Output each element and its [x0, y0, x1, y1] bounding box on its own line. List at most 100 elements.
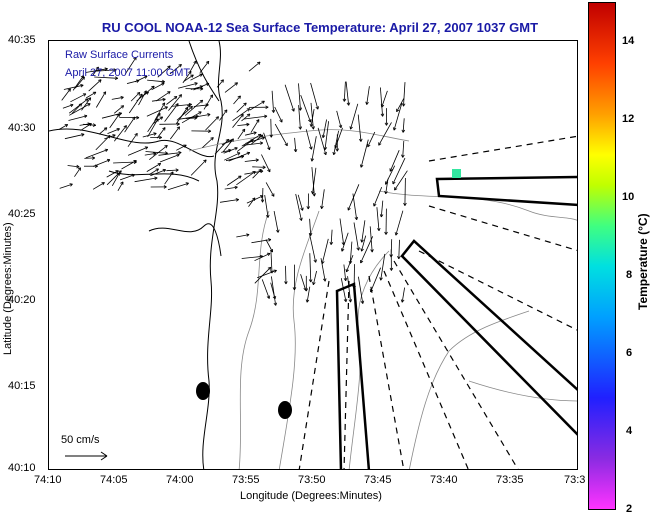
current-vector	[111, 172, 121, 186]
current-vector	[339, 218, 345, 245]
current-vector	[361, 220, 366, 243]
current-vector-head	[404, 202, 407, 206]
current-vector	[159, 154, 180, 163]
current-vector	[245, 132, 257, 136]
current-vector-head	[87, 122, 91, 124]
current-vector-head	[194, 82, 198, 86]
current-vector-head	[361, 239, 364, 243]
colorbar-tick: 10	[622, 191, 635, 203]
current-vector-head	[306, 299, 310, 303]
current-vector-head	[260, 169, 262, 173]
current-vector-head	[98, 79, 102, 81]
current-vector-head	[347, 208, 351, 211]
current-vector	[237, 123, 250, 126]
current-vector-head	[175, 96, 178, 100]
current-vector-head	[243, 102, 247, 105]
current-vector	[81, 97, 92, 111]
current-vector	[79, 123, 91, 126]
current-vector-head	[94, 165, 98, 169]
current-vector-head	[253, 132, 257, 135]
current-vector	[146, 106, 168, 117]
current-vector-head	[153, 132, 157, 134]
current-vector	[347, 276, 351, 303]
current-vector	[270, 118, 272, 138]
current-vector	[322, 119, 327, 138]
current-vector	[306, 286, 311, 303]
current-vector	[128, 93, 143, 114]
current-vector-head	[239, 95, 241, 99]
current-vector	[176, 144, 187, 151]
current-vector	[224, 152, 241, 161]
map-plot-area[interactable]: Raw Surface Currents April 27, 2007 11:0…	[48, 40, 578, 470]
current-vector-head	[67, 88, 71, 91]
current-vector	[236, 171, 256, 186]
current-vector	[168, 94, 182, 111]
current-vector-head	[315, 259, 317, 263]
current-vector	[249, 100, 265, 111]
current-vector-head	[125, 125, 127, 129]
current-vector	[261, 279, 270, 299]
current-vector-head	[120, 96, 124, 100]
current-vector	[265, 182, 275, 197]
current-vector-head	[385, 191, 388, 195]
ytick-label: 40:35	[8, 34, 36, 46]
current-vector-head	[104, 67, 108, 70]
current-vector	[295, 193, 302, 221]
current-vector-head	[161, 102, 165, 105]
current-vector-head	[391, 267, 394, 271]
current-vector-head	[265, 214, 269, 218]
current-vector-head	[360, 239, 363, 243]
current-vector-head	[205, 104, 209, 107]
current-vector-head	[175, 168, 179, 171]
current-vector	[336, 110, 342, 128]
current-vector	[94, 76, 118, 79]
current-vector-head	[241, 155, 245, 159]
current-vector-head	[113, 69, 117, 72]
current-vector-head	[403, 202, 406, 206]
colorbar-tick: 8	[626, 269, 633, 281]
current-vector-head	[367, 144, 371, 148]
current-vector-head	[246, 234, 250, 237]
current-vector-head	[164, 145, 168, 147]
current-vector	[251, 239, 271, 244]
current-vector-head	[323, 146, 326, 150]
current-vector-head	[354, 217, 358, 221]
current-vector	[300, 94, 311, 123]
current-vector-head	[120, 181, 124, 184]
xtick-label: 73:35	[496, 474, 524, 486]
current-vector	[401, 287, 405, 303]
ytick-label: 40:10	[8, 462, 36, 474]
current-vector	[309, 253, 312, 283]
current-vector-head	[258, 61, 261, 65]
current-vector-head	[385, 231, 388, 235]
current-vector	[345, 81, 350, 106]
current-vector-head	[139, 93, 143, 96]
current-vector-head	[248, 113, 251, 117]
current-vector	[138, 90, 147, 106]
current-vector-head	[394, 188, 398, 191]
current-vector-head	[311, 158, 315, 162]
current-vector-head	[131, 173, 135, 175]
current-vector-head	[70, 103, 74, 105]
ytick-label: 40:30	[8, 122, 36, 134]
current-vector-head	[322, 278, 326, 282]
current-vector-head	[273, 302, 277, 306]
current-vector-head	[132, 116, 136, 119]
current-vector-head	[92, 157, 96, 160]
current-vector	[309, 233, 317, 263]
current-vector	[341, 232, 349, 252]
current-vector	[228, 152, 250, 162]
current-vector-head	[271, 194, 275, 197]
current-vector-head	[69, 183, 73, 185]
current-vector-head	[267, 266, 271, 269]
current-vector	[381, 90, 388, 108]
current-vector-head	[401, 299, 405, 303]
xtick-label: 74:00	[166, 474, 194, 486]
current-vector-head	[392, 181, 396, 185]
colorbar-tick: 12	[622, 113, 635, 125]
annotation-title: Raw Surface Currents	[65, 49, 174, 61]
current-vector-head	[267, 214, 270, 218]
current-vector	[224, 82, 238, 93]
current-vector-head	[120, 170, 122, 174]
current-vector	[167, 182, 189, 191]
